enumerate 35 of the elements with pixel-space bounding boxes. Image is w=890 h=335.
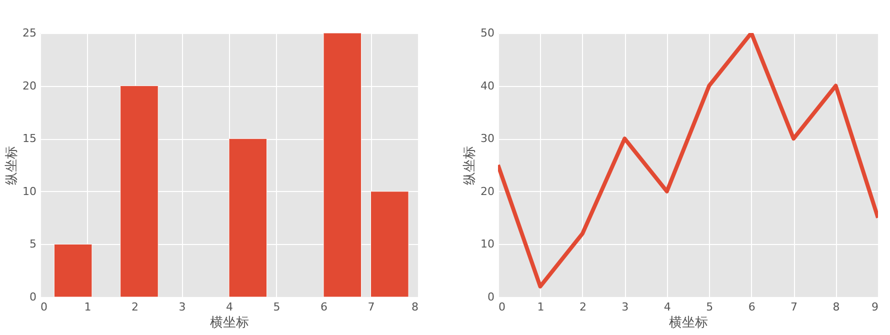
x-tick-label: 7 bbox=[790, 300, 798, 314]
x-tick-label: 7 bbox=[368, 300, 375, 314]
x-tick-label: 3 bbox=[622, 300, 629, 314]
x-tick-label: 0 bbox=[40, 300, 48, 314]
y-tick-label: 0 bbox=[488, 290, 494, 304]
y-tick-label: 20 bbox=[22, 79, 36, 92]
x-tick-label: 3 bbox=[178, 300, 186, 314]
x-tick-label: 1 bbox=[537, 300, 544, 314]
x-tick-label: 8 bbox=[832, 300, 840, 314]
y-axis-title: 纵坐标 bbox=[4, 146, 20, 185]
y-tick-label: 15 bbox=[22, 132, 36, 146]
x-axis-title: 横坐标 bbox=[669, 316, 708, 330]
y-tick-label: 5 bbox=[30, 238, 36, 251]
y-tick-label: 0 bbox=[30, 290, 36, 304]
x-tick-label: 9 bbox=[872, 300, 878, 314]
y-tick-label: 30 bbox=[480, 132, 494, 146]
x-tick-label: 2 bbox=[132, 300, 138, 314]
x-tick-label: 5 bbox=[273, 300, 280, 314]
x-tick-label: 6 bbox=[748, 300, 756, 314]
y-tick-label: 20 bbox=[480, 184, 494, 198]
y-tick-label: 10 bbox=[22, 184, 36, 198]
x-tick-label: 2 bbox=[579, 300, 586, 314]
y-axis-title: 纵坐标 bbox=[462, 146, 478, 185]
y-tick-label: 10 bbox=[480, 238, 494, 251]
x-tick-label: 5 bbox=[706, 300, 714, 314]
x-tick-label: 1 bbox=[84, 300, 92, 314]
x-axis-title: 横坐标 bbox=[210, 316, 249, 330]
y-tick-label: 40 bbox=[480, 79, 494, 92]
x-tick-label: 4 bbox=[226, 300, 233, 314]
y-tick-label: 50 bbox=[480, 26, 494, 40]
y-tick-label: 25 bbox=[22, 26, 36, 40]
x-tick-label: 4 bbox=[664, 300, 671, 314]
x-tick-label: 6 bbox=[320, 300, 328, 314]
x-tick-label: 0 bbox=[498, 300, 506, 314]
x-tick-label: 8 bbox=[412, 300, 418, 314]
